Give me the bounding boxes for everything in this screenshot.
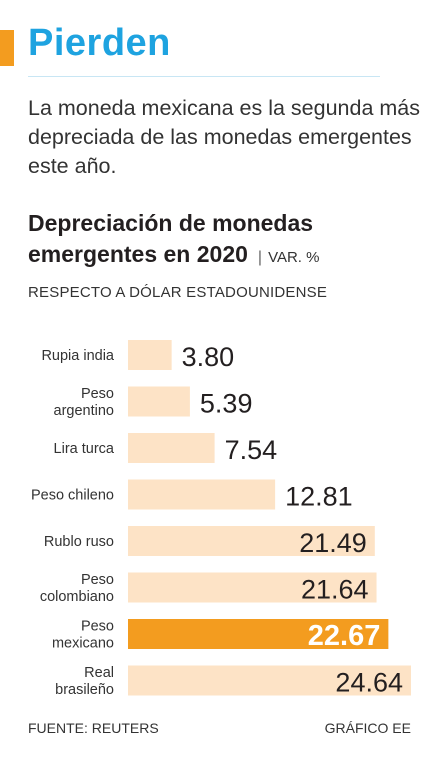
chart-title-text: Depreciación de monedas emergentes en 20… [28,210,314,267]
bar-0 [128,340,172,370]
chart-unit: VAR. % [268,249,320,266]
bar-3 [128,479,276,510]
bar-7 [128,665,411,696]
source-note: FUENTE: REUTERS [28,720,159,736]
category-label-0: Rupia india [41,348,114,364]
value-label-3: 12.81 [285,482,353,512]
value-label-1: 5.39 [200,389,253,419]
value-label-7: 24.64 [335,668,403,698]
bar-1 [128,386,190,417]
unit-separator: | [257,249,263,266]
category-label-7: Real brasileño [55,665,114,698]
bar-chart: Rupia india 3.80 Peso argentino 5.39 Lira tur… [0,330,441,710]
graphic-credit: GRÁFICO EE [324,720,411,736]
bar-6 [128,619,389,649]
category-label-5: Peso colombiano [40,572,114,605]
headline: Pierden [28,22,171,64]
bar-5 [128,572,377,603]
lede-text: La moneda mexicana es la segunda más dep… [28,96,421,178]
category-label-4: Rublo ruso [44,534,114,550]
category-label-2: Lira turca [54,441,115,457]
value-label-2: 7.54 [225,435,278,465]
category-label-1: Peso argentino [54,386,114,419]
headline-rule [28,76,380,77]
chart-title: Depreciación de monedas emergentes en 20… [28,208,438,273]
bar-4 [128,526,375,556]
bar-2 [128,433,215,463]
value-label-6: 22.67 [308,620,381,652]
value-label-0: 3.80 [182,342,235,372]
value-label-4: 21.49 [299,528,367,558]
chart-subtitle: RESPECTO A DÓLAR ESTADOUNIDENSE [28,284,328,301]
category-label-6: Peso mexicano [52,619,114,652]
accent-bar [0,30,14,66]
value-label-5: 21.64 [301,575,369,605]
category-label-3: Peso chileno [31,488,114,504]
bar-chart-svg: Rupia india 3.80 Peso argentino 5.39 Lira tur… [31,340,411,698]
